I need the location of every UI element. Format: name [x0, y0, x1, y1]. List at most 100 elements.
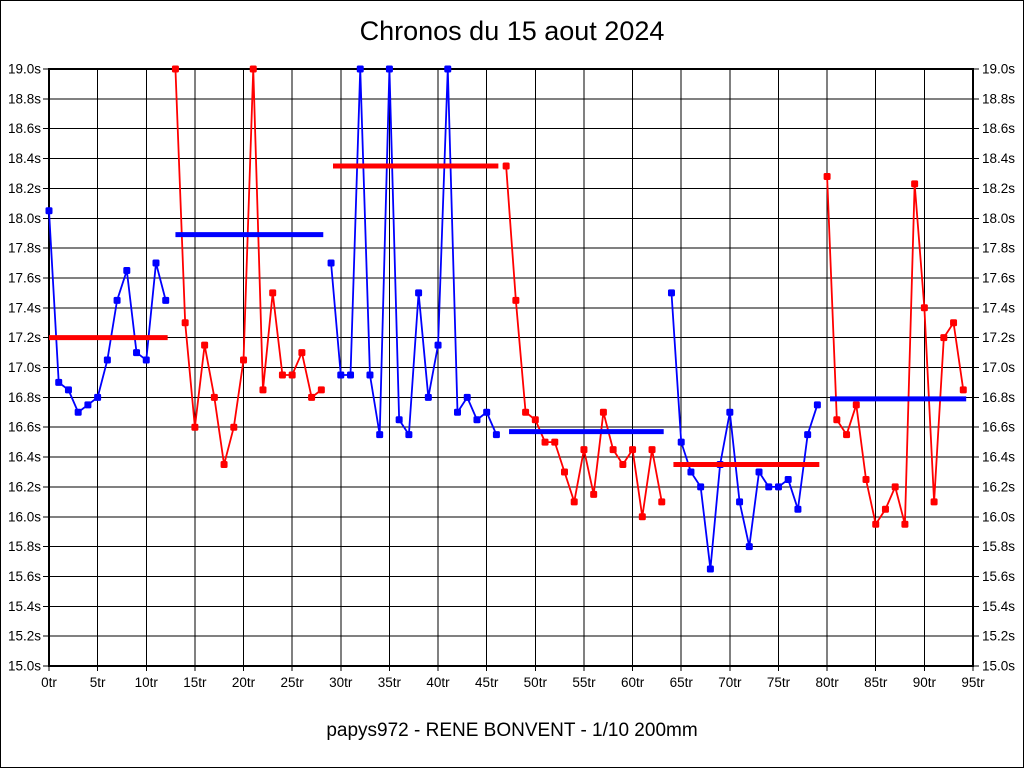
lap-point — [765, 483, 773, 491]
lap-point — [259, 386, 267, 394]
lap-series-line — [174, 68, 323, 466]
lap-point — [697, 483, 705, 491]
lap-point — [288, 371, 296, 379]
lap-point — [580, 446, 588, 454]
svg-text:19.0s: 19.0s — [8, 62, 41, 77]
lap-point — [308, 393, 316, 401]
lap-point — [930, 498, 938, 506]
svg-text:17.6s: 17.6s — [982, 270, 1015, 285]
lap-point — [794, 505, 802, 513]
lap-point — [133, 349, 141, 357]
lap-point — [64, 386, 72, 394]
lap-point — [843, 431, 851, 439]
svg-text:17.4s: 17.4s — [8, 300, 41, 315]
lap-point — [522, 408, 530, 416]
lap-point — [920, 304, 928, 312]
lap-series-5 — [667, 289, 821, 573]
lap-series-line — [670, 291, 819, 570]
lap-series-line — [48, 209, 167, 414]
svg-text:16.0s: 16.0s — [8, 509, 41, 524]
lap-point — [463, 393, 471, 401]
lap-point — [629, 446, 637, 454]
svg-text:19.0s: 19.0s — [982, 62, 1015, 77]
lap-point — [512, 296, 520, 304]
svg-text:18.2s: 18.2s — [982, 181, 1015, 196]
lap-point — [327, 259, 335, 267]
lap-point — [415, 289, 423, 297]
svg-text:17.8s: 17.8s — [982, 241, 1015, 256]
lap-point — [366, 371, 374, 379]
lap-point — [444, 65, 452, 73]
lap-series-6 — [823, 172, 967, 528]
lap-point — [560, 468, 568, 476]
svg-text:16.4s: 16.4s — [8, 450, 41, 465]
svg-text:17.6s: 17.6s — [8, 270, 41, 285]
lap-point — [959, 386, 967, 394]
svg-text:30tr: 30tr — [329, 675, 353, 690]
svg-text:70tr: 70tr — [718, 675, 742, 690]
lap-point — [726, 408, 734, 416]
lap-point — [706, 565, 714, 573]
lap-point — [823, 172, 831, 180]
lap-point — [395, 416, 403, 424]
lap-point — [220, 461, 228, 469]
lap-point — [492, 431, 500, 439]
lap-point — [230, 423, 238, 431]
lap-point — [891, 483, 899, 491]
lap-point — [813, 401, 821, 409]
svg-text:50tr: 50tr — [524, 675, 548, 690]
lap-point — [541, 438, 549, 446]
svg-text:20tr: 20tr — [232, 675, 256, 690]
svg-text:15.6s: 15.6s — [8, 569, 41, 584]
svg-text:15.2s: 15.2s — [8, 629, 41, 644]
svg-text:10tr: 10tr — [135, 675, 159, 690]
lap-series-3 — [327, 65, 500, 439]
svg-text:80tr: 80tr — [815, 675, 839, 690]
lap-point — [142, 356, 150, 364]
svg-text:15.4s: 15.4s — [982, 599, 1015, 614]
lap-point — [191, 423, 199, 431]
lap-point — [551, 438, 559, 446]
lap-point — [619, 461, 627, 469]
lap-series-line — [826, 175, 965, 526]
svg-text:55tr: 55tr — [572, 675, 596, 690]
svg-text:18.6s: 18.6s — [982, 121, 1015, 136]
lap-point — [347, 371, 355, 379]
lap-point — [950, 319, 958, 327]
lap-point — [638, 513, 646, 521]
lap-point — [881, 505, 889, 513]
svg-text:35tr: 35tr — [378, 675, 402, 690]
svg-text:15.0s: 15.0s — [8, 659, 41, 674]
svg-text:16.6s: 16.6s — [982, 420, 1015, 435]
svg-text:40tr: 40tr — [426, 675, 450, 690]
lap-series-1 — [45, 207, 170, 416]
x-axis-labels: 0tr 5tr 10tr 15tr 20tr 25tr 30tr 35tr 40tr 45tr 50… — [41, 675, 985, 690]
lap-point — [434, 341, 442, 349]
lap-point — [609, 446, 617, 454]
lap-point — [590, 490, 598, 498]
lap-point — [278, 371, 286, 379]
svg-text:75tr: 75tr — [767, 675, 791, 690]
lap-point — [269, 289, 277, 297]
lap-point — [123, 266, 131, 274]
plot-border — [48, 68, 974, 667]
lap-point — [55, 378, 63, 386]
lap-point — [424, 393, 432, 401]
lap-point — [74, 408, 82, 416]
svg-text:60tr: 60tr — [621, 675, 645, 690]
lap-point — [483, 408, 491, 416]
svg-text:15.2s: 15.2s — [982, 629, 1015, 644]
lap-point — [804, 431, 812, 439]
lap-point — [113, 296, 121, 304]
svg-text:17.0s: 17.0s — [982, 360, 1015, 375]
svg-text:18.8s: 18.8s — [982, 91, 1015, 106]
lap-point — [84, 401, 92, 409]
lap-point — [317, 386, 325, 394]
lap-point — [862, 475, 870, 483]
svg-text:15tr: 15tr — [183, 675, 207, 690]
svg-text:16.6s: 16.6s — [8, 420, 41, 435]
svg-text:0tr: 0tr — [41, 675, 57, 690]
lap-point — [736, 498, 744, 506]
lap-point — [648, 446, 656, 454]
